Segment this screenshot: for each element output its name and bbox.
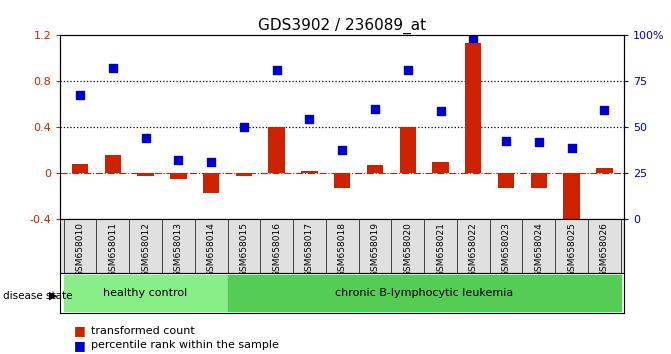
Bar xyxy=(72,164,89,173)
Bar xyxy=(564,173,580,242)
Point xyxy=(107,65,118,70)
Bar xyxy=(170,173,187,179)
Bar xyxy=(105,155,121,173)
Text: GSM658010: GSM658010 xyxy=(76,222,85,277)
Bar xyxy=(268,127,285,173)
Text: GSM658021: GSM658021 xyxy=(436,222,445,277)
Text: GSM658014: GSM658014 xyxy=(207,222,215,277)
Text: GSM658024: GSM658024 xyxy=(534,222,544,277)
Point xyxy=(140,135,151,141)
Point xyxy=(74,92,85,98)
Bar xyxy=(465,44,482,173)
Bar xyxy=(432,162,449,173)
Title: GDS3902 / 236089_at: GDS3902 / 236089_at xyxy=(258,18,426,34)
Point xyxy=(337,148,348,153)
Point xyxy=(599,107,610,113)
Text: ■: ■ xyxy=(74,339,86,352)
Text: GSM658020: GSM658020 xyxy=(403,222,412,277)
Bar xyxy=(227,275,621,311)
Bar xyxy=(64,275,227,311)
Text: GSM658025: GSM658025 xyxy=(567,222,576,277)
Point xyxy=(370,106,380,112)
Bar xyxy=(334,173,350,188)
Point xyxy=(304,116,315,122)
Text: GSM658015: GSM658015 xyxy=(240,222,248,277)
Bar xyxy=(301,171,317,173)
Bar xyxy=(203,173,219,193)
Point xyxy=(533,139,544,145)
Text: percentile rank within the sample: percentile rank within the sample xyxy=(91,340,278,350)
Text: GSM658026: GSM658026 xyxy=(600,222,609,277)
Bar xyxy=(236,173,252,176)
Text: ■: ■ xyxy=(74,325,86,337)
Text: GSM658019: GSM658019 xyxy=(370,222,380,277)
Text: GSM658016: GSM658016 xyxy=(272,222,281,277)
Point xyxy=(238,125,249,130)
Text: disease state: disease state xyxy=(3,291,73,301)
Text: GSM658011: GSM658011 xyxy=(108,222,117,277)
Text: GSM658018: GSM658018 xyxy=(338,222,347,277)
Point xyxy=(403,67,413,73)
Text: ▶: ▶ xyxy=(49,291,58,301)
Point xyxy=(435,108,446,114)
Bar xyxy=(498,173,514,188)
Point xyxy=(271,67,282,73)
Point xyxy=(468,35,478,40)
Point xyxy=(566,145,577,151)
Point xyxy=(206,159,217,165)
Text: transformed count: transformed count xyxy=(91,326,195,336)
Text: GSM658022: GSM658022 xyxy=(469,222,478,277)
Text: GSM658023: GSM658023 xyxy=(501,222,511,277)
Text: chronic B-lymphocytic leukemia: chronic B-lymphocytic leukemia xyxy=(335,288,513,298)
Text: GSM658012: GSM658012 xyxy=(141,222,150,277)
Point xyxy=(501,138,511,144)
Bar xyxy=(596,168,613,173)
Point xyxy=(173,157,184,162)
Bar xyxy=(138,173,154,176)
Text: healthy control: healthy control xyxy=(103,288,188,298)
Text: GSM658017: GSM658017 xyxy=(305,222,314,277)
Bar xyxy=(531,173,547,188)
Text: GSM658013: GSM658013 xyxy=(174,222,183,277)
Bar xyxy=(399,127,416,173)
Bar xyxy=(367,165,383,173)
